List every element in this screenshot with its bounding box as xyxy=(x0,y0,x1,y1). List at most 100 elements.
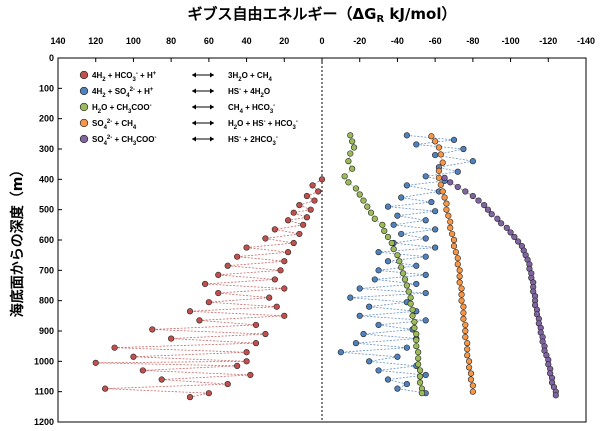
series-connector xyxy=(133,356,247,362)
data-point xyxy=(271,276,278,283)
data-point xyxy=(215,271,222,278)
data-point xyxy=(454,168,461,175)
data-point xyxy=(460,145,467,153)
legend-text-part: H xyxy=(92,103,98,112)
legend-arrow-left-head xyxy=(192,88,196,94)
legend-products: CH4 + HCO3- xyxy=(228,103,275,115)
series-connector xyxy=(218,288,285,294)
data-point xyxy=(284,249,292,256)
series-connector xyxy=(406,185,439,192)
data-point xyxy=(277,267,284,274)
series-connector xyxy=(387,206,436,212)
data-point xyxy=(394,212,401,219)
data-point xyxy=(411,318,418,326)
legend-arrow-right-head xyxy=(210,104,214,110)
data-point xyxy=(415,361,422,368)
data-point xyxy=(475,197,482,204)
series-2 xyxy=(337,132,476,397)
series-connector xyxy=(265,238,294,244)
data-point xyxy=(458,285,465,292)
data-point xyxy=(394,385,401,392)
legend-text-part: + SO xyxy=(106,87,127,96)
data-point xyxy=(443,206,450,213)
series-connector xyxy=(369,301,407,308)
data-point xyxy=(454,183,461,191)
series-connector xyxy=(359,315,426,321)
legend-text-part: 4 xyxy=(268,77,272,83)
data-point xyxy=(296,202,303,209)
series-connector xyxy=(378,370,426,376)
data-point xyxy=(290,209,297,216)
data-point xyxy=(367,209,375,216)
data-point xyxy=(454,261,461,268)
series-connector xyxy=(378,251,426,258)
data-point xyxy=(130,353,137,360)
series-connector xyxy=(95,362,238,367)
data-point xyxy=(252,340,260,347)
data-point xyxy=(345,158,352,165)
data-point xyxy=(462,321,469,329)
series-connector xyxy=(171,333,266,339)
legend-text-part: 4H xyxy=(92,71,102,80)
data-point xyxy=(552,392,559,399)
data-point xyxy=(281,258,288,265)
data-point xyxy=(384,233,392,241)
data-point xyxy=(441,194,448,201)
data-point xyxy=(398,264,405,271)
data-point xyxy=(456,273,463,280)
data-point xyxy=(311,197,318,204)
legend-marker xyxy=(79,70,89,80)
legend-text-part: 4 xyxy=(133,125,137,131)
series-connector xyxy=(161,379,228,385)
legend-text-part: 2 xyxy=(98,109,102,115)
series-connector xyxy=(340,351,398,358)
data-point xyxy=(349,165,356,172)
x-tick-label: 140 xyxy=(50,36,65,46)
legend-arrow-right-head xyxy=(210,120,214,126)
data-point xyxy=(366,303,373,310)
data-point xyxy=(443,200,450,207)
series-connector xyxy=(425,171,458,177)
data-point xyxy=(290,239,297,247)
series-connector xyxy=(406,180,445,186)
data-point xyxy=(450,242,458,250)
data-point xyxy=(465,364,473,371)
legend-text-part: 3H xyxy=(228,71,238,80)
data-point xyxy=(447,179,454,186)
y-axis-label: 海底面からの深度（m） xyxy=(9,163,26,318)
data-point xyxy=(92,359,99,366)
series-connector xyxy=(359,288,426,294)
y-tick-label: 1100 xyxy=(34,387,54,397)
data-point xyxy=(464,340,471,347)
x-tick-label: -60 xyxy=(429,36,442,46)
y-tick-label: 0 xyxy=(49,53,54,63)
data-point xyxy=(456,267,463,274)
data-point xyxy=(360,197,367,204)
legend-text-part: 4 xyxy=(104,125,108,131)
data-point xyxy=(273,303,280,310)
series-connector xyxy=(237,251,289,258)
series-connector xyxy=(378,247,436,253)
legend-arrow-right-head xyxy=(210,88,214,94)
data-point xyxy=(300,221,307,228)
legend-marker xyxy=(79,118,89,128)
data-point xyxy=(352,340,360,347)
data-point xyxy=(366,358,373,365)
legend-entry: H2O + CH3COO- CH4 + HCO3- xyxy=(79,102,275,115)
data-point xyxy=(303,214,311,221)
y-tick-label: 400 xyxy=(39,174,54,184)
series-connector xyxy=(199,319,257,326)
data-point xyxy=(243,244,250,251)
data-point xyxy=(350,144,358,151)
y-tick-label: 600 xyxy=(39,235,54,245)
data-point xyxy=(398,194,405,201)
data-point xyxy=(345,179,352,186)
series-1 xyxy=(92,176,326,401)
legend-reactants: SO42- + CH3COO- xyxy=(92,135,157,147)
series-connector xyxy=(435,148,464,156)
data-point xyxy=(341,173,348,180)
data-point xyxy=(252,321,260,329)
data-point xyxy=(413,141,420,148)
legend-text-part: 3 xyxy=(292,125,296,131)
